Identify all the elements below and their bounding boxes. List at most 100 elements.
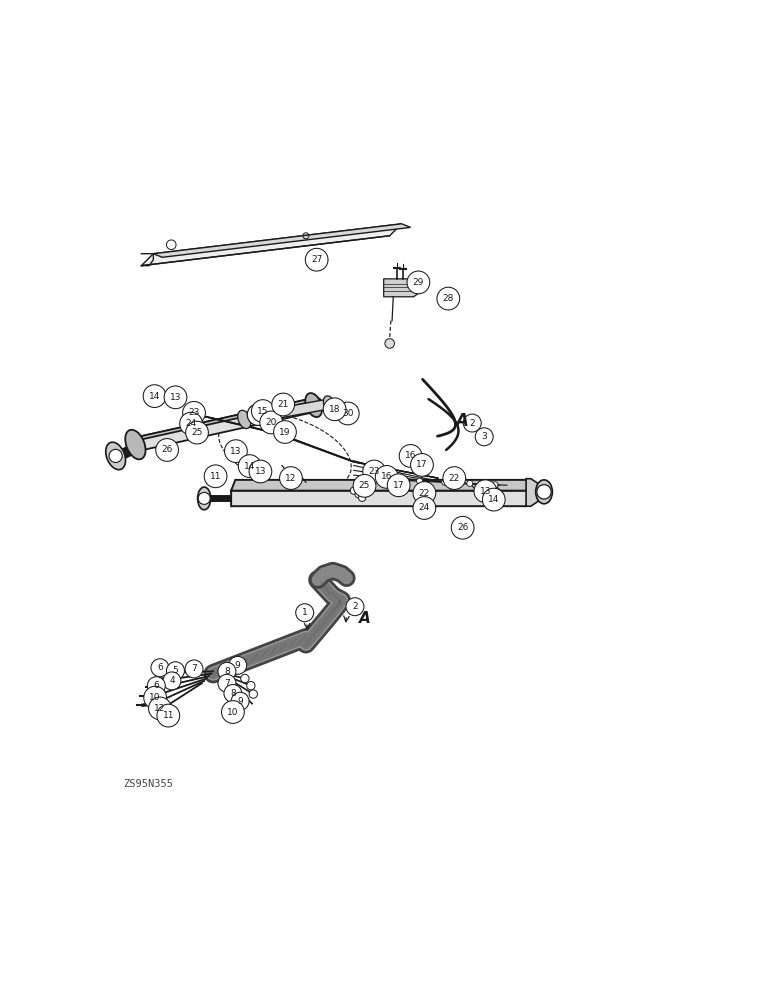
Circle shape [273,421,296,443]
Circle shape [413,482,435,504]
Circle shape [144,686,167,709]
Circle shape [358,494,366,501]
Circle shape [437,287,459,310]
Text: 27: 27 [311,255,323,264]
Ellipse shape [125,430,146,459]
Text: 17: 17 [393,481,405,490]
Ellipse shape [323,396,335,412]
Text: 2: 2 [352,602,357,611]
Circle shape [151,659,169,677]
Text: 3: 3 [481,432,487,441]
Ellipse shape [198,487,211,510]
Circle shape [385,339,394,348]
Text: ZS95N355: ZS95N355 [124,779,174,789]
Circle shape [260,411,283,434]
Circle shape [452,516,474,539]
Circle shape [225,440,247,463]
Circle shape [375,466,398,488]
Text: 10: 10 [150,693,161,702]
Text: 12: 12 [286,474,296,483]
Polygon shape [138,397,321,439]
Text: 7: 7 [224,679,230,688]
Text: 28: 28 [442,294,454,303]
Text: 10: 10 [227,708,239,717]
Text: 22: 22 [418,489,430,498]
Text: 16: 16 [405,451,416,460]
Polygon shape [141,224,401,266]
Polygon shape [242,399,331,425]
Text: 8: 8 [230,689,235,698]
Text: 15: 15 [257,407,269,416]
Text: 23: 23 [188,408,200,417]
Text: 7: 7 [191,664,197,673]
Polygon shape [231,480,531,491]
Circle shape [109,449,122,463]
Text: 11: 11 [163,711,174,720]
Polygon shape [384,279,420,297]
Text: 13: 13 [170,393,181,402]
Circle shape [167,662,185,680]
Circle shape [474,480,496,503]
Circle shape [249,460,272,483]
Text: 18: 18 [329,405,340,414]
Ellipse shape [305,393,322,417]
Text: 24: 24 [185,419,197,428]
Text: 6: 6 [157,663,163,672]
Text: A: A [359,611,371,626]
Polygon shape [133,397,317,452]
Text: 25: 25 [359,481,371,490]
Circle shape [185,660,203,678]
Circle shape [296,604,313,622]
Circle shape [407,271,430,294]
Circle shape [252,400,274,422]
Text: 4: 4 [169,676,174,685]
Text: 24: 24 [418,503,430,512]
Circle shape [147,677,165,695]
Circle shape [272,393,295,416]
Circle shape [195,404,201,410]
Circle shape [148,697,171,720]
Circle shape [143,385,166,407]
Circle shape [323,398,346,421]
Circle shape [417,478,422,484]
Circle shape [337,402,359,425]
Circle shape [163,672,181,690]
Ellipse shape [536,480,553,504]
Text: 13: 13 [479,487,491,496]
Text: 25: 25 [191,428,203,437]
Circle shape [399,445,422,467]
Text: 16: 16 [381,472,392,481]
Circle shape [218,674,236,692]
Circle shape [443,467,466,489]
Text: 17: 17 [416,460,428,469]
Circle shape [204,465,227,488]
Text: 11: 11 [210,472,222,481]
Circle shape [164,386,187,409]
Circle shape [185,421,208,444]
Text: 14: 14 [149,392,161,401]
Circle shape [467,480,472,486]
Text: A: A [455,412,468,430]
Circle shape [353,474,376,497]
Text: 29: 29 [413,278,424,287]
Circle shape [537,485,551,499]
Text: 13: 13 [230,447,242,456]
Text: 5: 5 [173,666,178,675]
Circle shape [231,692,249,710]
Circle shape [346,598,364,616]
Circle shape [156,439,178,461]
Text: 21: 21 [277,400,289,409]
Text: 8: 8 [224,667,230,676]
Text: 26: 26 [457,523,469,532]
Circle shape [218,662,236,680]
Text: 26: 26 [161,445,173,454]
Circle shape [442,479,448,485]
Circle shape [355,491,362,498]
Polygon shape [154,224,411,257]
Circle shape [411,454,433,476]
Text: 9: 9 [235,661,241,670]
Text: 1: 1 [302,608,307,617]
Text: 12: 12 [154,704,166,713]
Circle shape [183,401,205,424]
Text: 14: 14 [488,495,499,504]
